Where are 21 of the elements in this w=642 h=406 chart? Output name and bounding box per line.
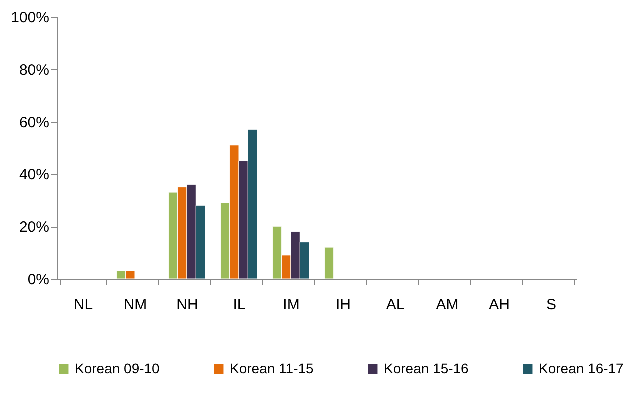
x-tick-label: AH	[489, 296, 510, 314]
y-tick-label: 80%	[19, 62, 50, 79]
y-tick-label: 40%	[19, 166, 50, 184]
y-tick-label: 20%	[19, 219, 50, 236]
x-tick-label: NM	[124, 296, 148, 314]
x-tick-label: IM	[283, 296, 300, 314]
x-tick-label: S	[546, 296, 557, 314]
x-tick-label: IL	[233, 296, 246, 314]
x-tick-label: NH	[176, 296, 198, 314]
x-tick-label: AM	[436, 296, 459, 314]
y-tick-label: 0%	[28, 272, 50, 288]
y-tick-label: 60%	[19, 114, 50, 132]
bar	[324, 247, 334, 280]
legend-label: Korean 16-17	[539, 360, 624, 376]
y-tick-label: 100%	[11, 10, 50, 26]
x-tick-label: IH	[336, 296, 351, 314]
legend-label: Korean 15-16	[384, 360, 470, 376]
legend-label: Korean 11-15	[230, 360, 314, 376]
x-tick-label: NL	[74, 296, 94, 314]
x-tick-label: AL	[386, 296, 405, 314]
legend-label: Korean 09-10	[75, 360, 160, 376]
